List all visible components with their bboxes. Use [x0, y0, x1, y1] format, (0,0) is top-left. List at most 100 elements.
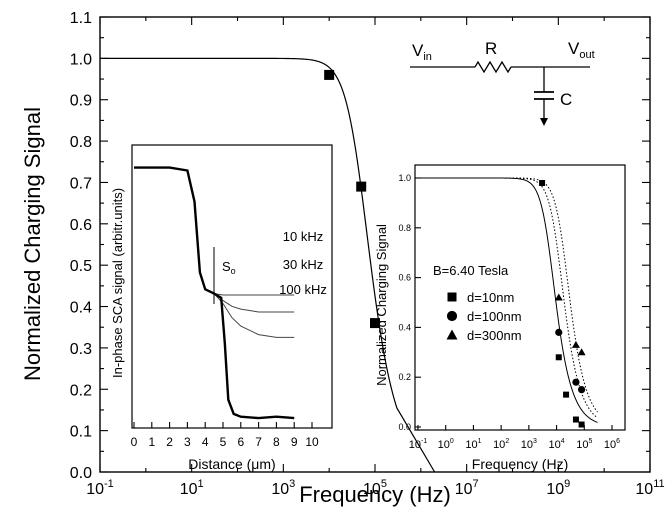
main-y-tick-label: 0.7 — [70, 175, 92, 192]
main-x-tick-label: 105 — [363, 478, 387, 498]
inset-right-x-tick-label: 103 — [521, 438, 537, 451]
main-y-tick-label: 1.1 — [70, 10, 92, 27]
inset-right-point-triangle — [571, 340, 580, 348]
inset-right-point-square — [539, 179, 546, 186]
inset-right-y-tick-label: 1.0 — [398, 173, 411, 183]
inset-left-x-axis-label: Distance (μm) — [188, 456, 275, 472]
legend-label: d=100nm — [467, 309, 522, 324]
inset-right-frame — [414, 164, 626, 431]
inset-left-x-tick-label: 2 — [166, 435, 173, 449]
inset-right-fit-curves — [418, 177, 598, 423]
main-x-tick-label: 109 — [546, 478, 570, 498]
inset-right-x-axis-label: Frequency (Hz) — [472, 456, 568, 472]
inset-left-frame — [131, 144, 333, 429]
main-plot: 0.0 0.1 0.2 0.3 0.4 0.5 0.6 0.7 0.8 0.9 1.0 1.1 10-… — [20, 10, 665, 507]
inset-right-x-tick-label: 101 — [465, 438, 481, 451]
main-y-tick-label: 0.9 — [70, 93, 92, 110]
inset-left-series-label: 100 kHz — [279, 282, 327, 297]
main-x-tick-label: 103 — [271, 478, 295, 498]
main-y-tick-label: 0.2 — [70, 382, 92, 399]
inset-right-x-tick-label: 104 — [548, 438, 564, 451]
inset-right-point-triangle — [577, 348, 586, 356]
inset-right-point-square — [563, 391, 570, 398]
inset-left-x-tick-label: 4 — [202, 435, 209, 449]
inset-right-point-square — [572, 416, 579, 423]
circuit-r-label: R — [485, 39, 497, 58]
inset-left-x-tick-label: 6 — [237, 435, 244, 449]
main-y-tick-label: 0.6 — [70, 217, 92, 234]
main-x-axis-label: Frequency (Hz) — [299, 482, 451, 507]
inset-left-x-tick-label: 10 — [305, 435, 319, 449]
s0-label: So — [222, 259, 236, 276]
inset-left-x-ticks: 0 1 2 3 4 5 6 7 8 9 10 — [131, 422, 319, 449]
main-y-tick-label: 0.5 — [70, 258, 92, 275]
main-data-point-square — [324, 69, 335, 80]
inset-right-y-tick-label: 0.4 — [398, 322, 411, 332]
main-x-tick-label: 107 — [455, 478, 479, 498]
inset-right-x-tick-label: 106 — [604, 438, 620, 451]
main-x-ticks: 10-1 101 103 105 107 109 1011 — [86, 17, 665, 498]
inset-right-point-circle — [555, 328, 563, 336]
inset-right-plot: 0.00.20.40.60.81.0 10-1 100 101 102 103 104 10… — [374, 164, 626, 472]
inset-left-y-axis-label: In-phase SCA signal (arbitr.units) — [110, 188, 125, 378]
inset-left-x-tick-label: 0 — [131, 435, 138, 449]
main-y-tick-label: 0.8 — [70, 134, 92, 151]
inset-right-y-axis-label: Normalized Charging Signal — [374, 224, 389, 386]
magnetic-field-annotation: B=6.40 Tesla — [433, 263, 509, 278]
inset-right-legend: d=10nm d=100nm d=300nm — [446, 290, 522, 343]
ground-arrow-icon — [540, 118, 548, 126]
circuit-vout-label: Vout — [568, 39, 595, 61]
inset-left-series-labels: 10 kHz 30 kHz 100 kHz — [279, 229, 327, 297]
main-x-tick-label: 1011 — [635, 478, 664, 498]
inset-right-point-square — [578, 421, 585, 428]
legend-label: d=300nm — [467, 328, 522, 343]
inset-left-x-tick-label: 5 — [220, 435, 227, 449]
inset-left-series-dc-line — [134, 166, 295, 420]
inset-right-point-triangle — [554, 293, 563, 301]
legend-marker-circle — [446, 310, 458, 322]
inset-left-x-tick-label: 1 — [148, 435, 155, 449]
inset-right-x-tick-label: 10-1 — [409, 438, 428, 451]
inset-right-point-circle — [577, 386, 586, 394]
inset-right-y-tick-label: 0.8 — [398, 223, 411, 233]
inset-left-x-tick-label: 8 — [273, 435, 280, 449]
main-y-tick-label: 0.4 — [70, 300, 92, 317]
inset-right-point-square — [555, 354, 562, 361]
inset-right-point-circle — [572, 378, 580, 386]
inset-left-series-label: 30 kHz — [283, 257, 323, 272]
main-y-tick-label: 0.0 — [70, 465, 92, 482]
inset-right-x-tick-label: 102 — [493, 438, 509, 451]
main-y-axis-label: Normalized Charging Signal — [20, 107, 45, 381]
main-y-tick-label: 0.3 — [70, 341, 92, 358]
inset-left-series — [134, 166, 295, 420]
legend-label: d=10nm — [467, 290, 514, 305]
main-fit-curve — [100, 57, 436, 473]
inset-right-x-tick-label: 100 — [438, 438, 454, 451]
inset-right-data-points — [539, 179, 586, 428]
inset-left-series-label: 10 kHz — [283, 229, 323, 244]
inset-right-fit-curve — [418, 177, 598, 423]
main-x-tick-label: 101 — [180, 478, 204, 498]
rc-circuit-diagram: Vin R Vout C — [410, 39, 595, 126]
main-data-point-square — [370, 318, 380, 329]
main-y-ticks: 0.0 0.1 0.2 0.3 0.4 0.5 0.6 0.7 0.8 0.9 1.0 1.1 — [70, 10, 650, 482]
main-y-tick-label: 1.0 — [70, 51, 92, 68]
inset-right-x-tick-label: 105 — [576, 438, 592, 451]
main-y-tick-label: 0.1 — [70, 424, 92, 441]
legend-marker-square — [447, 292, 457, 302]
inset-right-x-ticks: 10-1 100 101 102 103 104 105 106 — [409, 425, 620, 451]
main-data-points — [324, 69, 380, 329]
legend-marker-triangle — [446, 329, 458, 340]
inset-left-x-tick-label: 9 — [291, 435, 298, 449]
resistor-symbol — [474, 60, 512, 74]
circuit-vin-label: Vin — [412, 41, 432, 63]
inset-left-plot: 0 1 2 3 4 5 6 7 8 9 10 10 kHz 30 kHz 100 kHz So In-p… — [110, 144, 333, 472]
main-data-point-square — [356, 181, 367, 192]
inset-left-x-tick-label: 3 — [184, 435, 191, 449]
inset-right-y-tick-label: 0.6 — [398, 273, 411, 283]
inset-right-y-tick-label: 0.0 — [398, 422, 411, 432]
inset-right-y-tick-label: 0.2 — [398, 372, 411, 382]
inset-left-x-tick-label: 7 — [255, 435, 262, 449]
circuit-c-label: C — [560, 90, 572, 109]
